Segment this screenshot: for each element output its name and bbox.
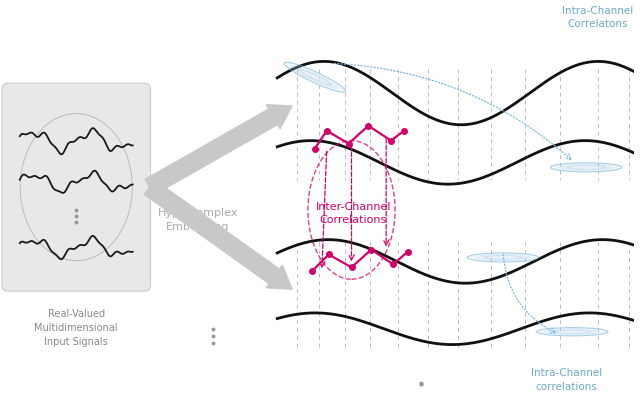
Text: Intra-Channel
correlations: Intra-Channel correlations (531, 369, 602, 392)
Ellipse shape (544, 328, 601, 335)
Ellipse shape (291, 65, 339, 89)
Ellipse shape (467, 253, 539, 262)
Polygon shape (266, 105, 292, 129)
Polygon shape (145, 180, 280, 284)
Polygon shape (266, 265, 292, 289)
Ellipse shape (483, 255, 523, 260)
Ellipse shape (298, 69, 332, 85)
Polygon shape (145, 109, 278, 195)
Ellipse shape (553, 329, 592, 334)
Text: Hypercomplex
Embedding: Hypercomplex Embedding (158, 208, 238, 232)
Ellipse shape (570, 166, 602, 169)
FancyBboxPatch shape (2, 83, 150, 291)
Ellipse shape (550, 163, 622, 172)
Ellipse shape (284, 62, 346, 92)
Ellipse shape (566, 165, 606, 170)
Text: Inter-Channel
Correlations: Inter-Channel Correlations (316, 202, 391, 226)
Text: Real-Valued
Multidimensional
Input Signals: Real-Valued Multidimensional Input Signa… (35, 309, 118, 347)
Ellipse shape (301, 70, 328, 84)
Ellipse shape (487, 256, 519, 259)
Ellipse shape (537, 328, 608, 336)
Text: Intra-Channel
Correlatons: Intra-Channel Correlatons (563, 6, 634, 29)
Ellipse shape (556, 330, 588, 333)
Ellipse shape (557, 164, 614, 171)
Ellipse shape (474, 254, 531, 261)
